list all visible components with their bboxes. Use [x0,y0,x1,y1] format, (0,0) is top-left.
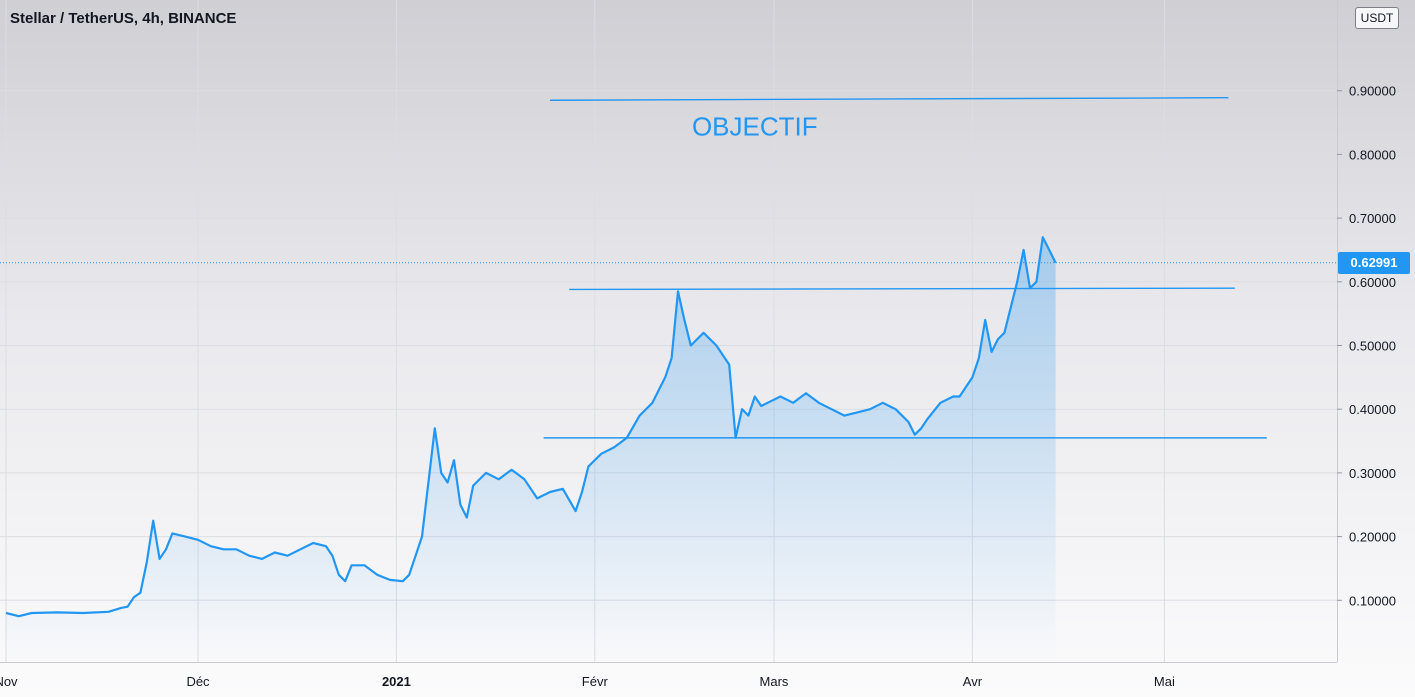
x-tick-label: Déc [186,674,210,689]
y-tick-label: 0.20000 [1349,530,1396,545]
y-tick-label: 0.40000 [1349,402,1396,417]
price-axis[interactable]: 0.10000 0.20000 0.30000 0.40000 0.50000 0.600… [1337,84,1396,609]
last-price-label: 0.62991 [1338,252,1410,274]
symbol-title[interactable]: Stellar / TetherUS, 4h, BINANCE [10,10,237,27]
currency-badge[interactable]: USDT [1355,7,1399,29]
x-tick-label: Nov [0,674,18,689]
y-tick-label: 0.70000 [1349,211,1396,226]
x-tick-label: Mars [760,674,789,689]
price-series [5,236,1057,618]
time-axis[interactable]: Nov Déc 2021 Févr Mars Avr Mai [0,674,1175,689]
drawn-annotations[interactable]: OBJECTIF [543,97,1267,439]
trend-line[interactable] [569,287,1235,291]
y-tick-label: 0.90000 [1349,84,1396,99]
y-tick-label: 0.80000 [1349,147,1396,162]
x-tick-label: Avr [963,674,983,689]
price-area [6,237,1056,662]
y-tick-label: 0.50000 [1349,339,1396,354]
x-tick-label: 2021 [382,674,411,689]
series-line [5,236,1057,618]
y-tick-label: 0.30000 [1349,466,1396,481]
y-tick-label: 0.60000 [1349,275,1396,290]
objectif-label[interactable]: OBJECTIF [692,111,818,141]
trend-line[interactable] [549,97,1229,101]
x-tick-label: Mai [1154,674,1175,689]
x-tick-label: Févr [582,674,609,689]
y-tick-label: 0.10000 [1349,593,1396,608]
series-area-fill [6,237,1056,662]
